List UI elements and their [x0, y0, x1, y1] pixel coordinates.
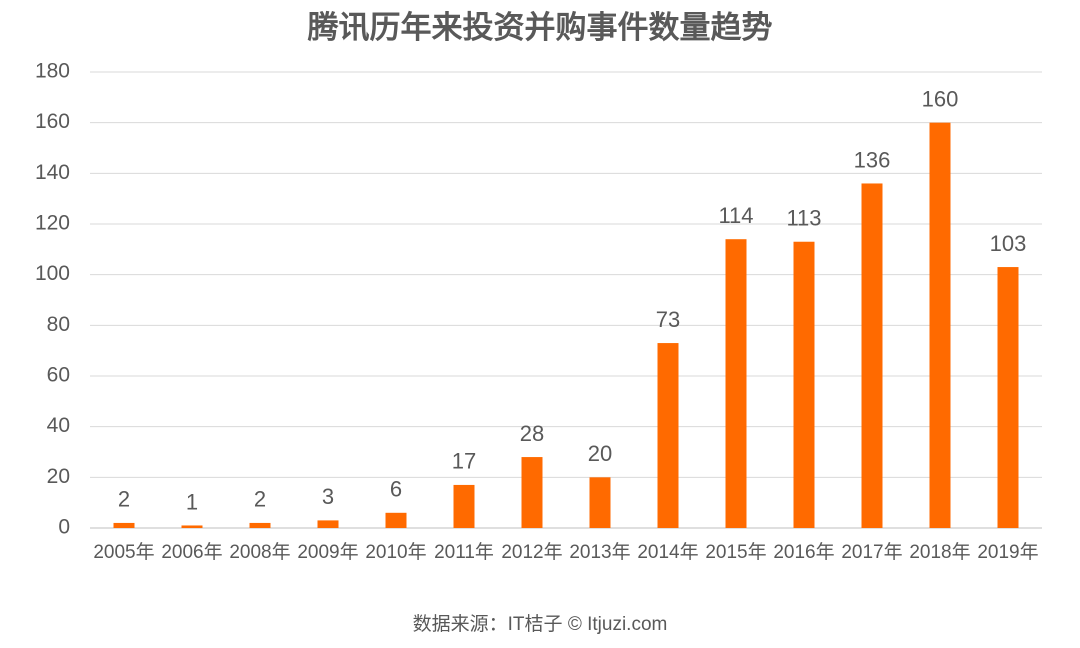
value-label: 103 [990, 231, 1027, 256]
x-tick-label: 2005年 [93, 541, 154, 563]
y-tick-label: 80 [47, 313, 70, 336]
bar [521, 457, 543, 528]
y-tick-label: 100 [35, 262, 70, 285]
y-tick-label: 0 [58, 516, 70, 539]
bar [997, 267, 1019, 528]
chart-title: 腾讯历年来投资并购事件数量趋势 [308, 10, 773, 45]
bar [929, 122, 951, 529]
y-tick-label: 180 [35, 60, 70, 83]
bar [317, 520, 339, 528]
value-label: 28 [520, 421, 544, 446]
value-label: 1 [186, 489, 198, 514]
y-tick-label: 20 [47, 465, 70, 488]
x-tick-label: 2017年 [841, 541, 902, 563]
x-tick-label: 2009年 [297, 541, 358, 563]
y-tick-label: 40 [47, 414, 70, 437]
x-tick-label: 2012年 [501, 541, 562, 563]
x-tick-label: 2016年 [773, 541, 834, 563]
x-tick-label: 2008年 [229, 541, 290, 563]
bar [861, 183, 883, 528]
y-tick-label: 120 [35, 212, 70, 235]
x-tick-label: 2013年 [569, 541, 630, 563]
x-tick-label: 2018年 [909, 541, 970, 563]
value-label: 2 [254, 487, 266, 512]
value-label: 2 [118, 487, 130, 512]
x-tick-label: 2015年 [705, 541, 766, 563]
x-tick-label: 2014年 [637, 541, 698, 563]
value-label: 17 [452, 449, 476, 474]
x-tick-label: 2006年 [161, 541, 222, 563]
x-tick-label: 2010年 [365, 541, 426, 563]
value-label: 113 [786, 206, 821, 231]
value-label: 73 [656, 307, 680, 332]
y-tick-label: 160 [35, 110, 70, 133]
y-tick-label: 140 [35, 161, 70, 184]
value-label: 20 [588, 441, 612, 466]
bar [385, 512, 407, 528]
y-tick-label: 60 [47, 364, 70, 387]
bar [249, 522, 271, 528]
bar [453, 484, 475, 528]
value-label: 3 [322, 484, 334, 509]
bar [793, 241, 815, 528]
value-label: 136 [854, 147, 891, 172]
bar [589, 477, 611, 528]
source-note: 数据来源：IT桔子 © Itjuzi.com [413, 613, 668, 635]
bar [725, 239, 747, 528]
x-tick-label: 2011年 [434, 541, 494, 563]
value-label: 6 [390, 477, 402, 502]
value-label: 114 [718, 203, 753, 228]
bar [113, 522, 135, 528]
bar [181, 525, 203, 528]
bar [657, 343, 679, 528]
x-tick-label: 2019年 [977, 541, 1038, 563]
value-label: 160 [922, 86, 959, 111]
